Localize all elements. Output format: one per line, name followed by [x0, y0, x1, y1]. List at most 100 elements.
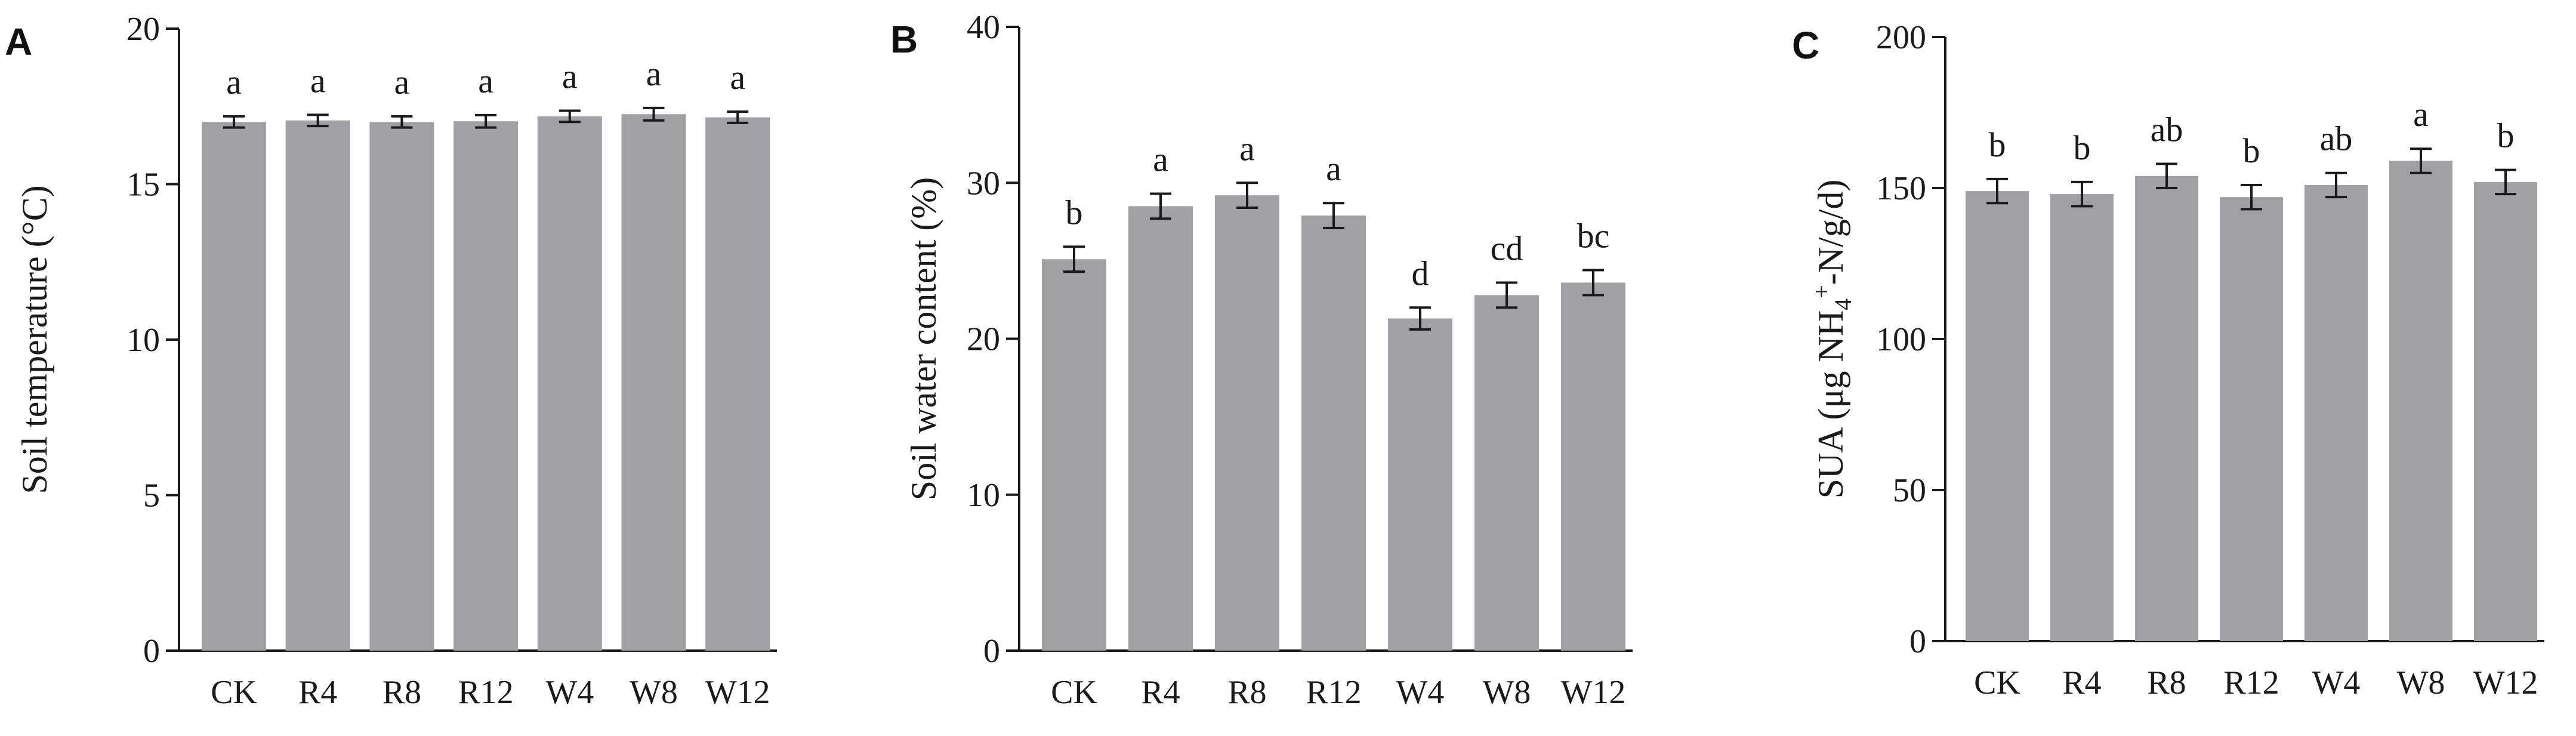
- bar-w8: [1474, 295, 1539, 651]
- error-bar-ck: [1986, 177, 2008, 205]
- y-tick-label: 0: [143, 633, 160, 670]
- bar-ck: [1966, 191, 2029, 641]
- y-axis-title: Soil temperature (°C): [15, 185, 54, 494]
- x-tick-label-r8: R8: [382, 674, 421, 711]
- error-bar-r8: [391, 115, 413, 129]
- y-tick-label: 150: [1876, 170, 1926, 207]
- y-tick-label: 10: [967, 477, 1000, 514]
- significance-label-w4: a: [562, 57, 578, 96]
- y-tick-label: 40: [967, 9, 1000, 46]
- y-tick-label: 20: [127, 11, 160, 48]
- x-tick-label-r12: R12: [1306, 674, 1361, 711]
- error-bar-r4: [2071, 180, 2093, 208]
- x-tick-label-r8: R8: [1227, 674, 1266, 711]
- panel-letter: A: [5, 20, 32, 63]
- bar-r12: [2220, 197, 2283, 641]
- significance-label-r8: ab: [2151, 110, 2183, 149]
- x-tick-label-w12: W12: [705, 674, 770, 711]
- y-tick-label: 0: [1909, 623, 1926, 660]
- x-tick-label-r4: R4: [1141, 674, 1180, 711]
- significance-label-w8: a: [646, 54, 662, 93]
- bar-r4: [285, 120, 350, 651]
- x-tick-label-r4: R4: [2062, 664, 2101, 701]
- x-tick-label-w4: W4: [2312, 664, 2361, 701]
- significance-label-ck: b: [1066, 193, 1083, 232]
- x-tick-label-ck: CK: [1974, 664, 2020, 701]
- error-bar-r12: [2241, 183, 2262, 211]
- y-tick-label: 100: [1876, 321, 1926, 358]
- bar-r4: [2050, 194, 2114, 641]
- error-bar-w4: [2325, 171, 2347, 199]
- significance-label-r8: a: [394, 63, 410, 101]
- error-bar-w4: [1409, 306, 1431, 331]
- chart-panel-a: A 0 5 10 15 20 Soil temperature (°C) a CK a R4 a R8 a…: [5, 11, 778, 711]
- significance-label-w12: b: [2497, 116, 2515, 155]
- chart-panel-b: B 0 10 20 30 40 Soil water content (%) b CK a R4 a R…: [890, 9, 1633, 711]
- y-tick-label: 5: [143, 478, 160, 515]
- x-tick-label-w8: W8: [2397, 664, 2445, 701]
- x-tick-label-ck: CK: [211, 674, 257, 711]
- error-bar-w12: [2495, 168, 2516, 196]
- error-bar-r12: [475, 113, 497, 129]
- significance-label-w8: a: [2413, 95, 2429, 134]
- error-bar-r4: [1150, 192, 1171, 220]
- x-tick-label-w4: W4: [1396, 674, 1445, 711]
- significance-label-r12: a: [1326, 149, 1341, 188]
- bar-r8: [2135, 175, 2198, 641]
- significance-label-r4: a: [1153, 140, 1168, 179]
- bar-r12: [1301, 215, 1366, 651]
- error-bar-r4: [307, 113, 329, 128]
- bar-ck: [202, 122, 266, 651]
- bar-ck: [1042, 259, 1106, 651]
- bar-r8: [1215, 195, 1279, 651]
- x-tick-label-r12: R12: [458, 674, 513, 711]
- bar-r8: [369, 122, 434, 651]
- significance-label-ck: a: [226, 63, 242, 101]
- y-tick-label: 30: [967, 165, 1000, 202]
- significance-label-r4: a: [310, 61, 326, 100]
- error-bar-w4: [559, 109, 581, 124]
- y-tick-label: 15: [127, 167, 160, 204]
- bar-w12: [1561, 282, 1625, 651]
- significance-label-r12: a: [478, 61, 493, 100]
- error-bar-w8: [1496, 281, 1517, 309]
- x-tick-label-r12: R12: [2223, 664, 2279, 701]
- error-bar-ck: [1063, 245, 1085, 273]
- x-tick-label-w8: W8: [1483, 674, 1531, 711]
- significance-label-w12: a: [730, 58, 745, 97]
- significance-label-r8: a: [1239, 129, 1255, 168]
- x-tick-label-w12: W12: [1561, 674, 1626, 711]
- x-tick-label-w12: W12: [2473, 664, 2538, 701]
- x-tick-label-w8: W8: [630, 674, 678, 711]
- bar-w4: [2304, 184, 2368, 641]
- y-tick-label: 20: [967, 321, 1000, 358]
- bar-w12: [705, 117, 770, 651]
- bar-w4: [1388, 318, 1452, 651]
- error-bar-w8: [643, 106, 665, 122]
- error-bar-ck: [223, 115, 245, 129]
- panel-letter: B: [890, 18, 918, 61]
- error-bar-r8: [2156, 162, 2177, 189]
- error-bar-w12: [727, 110, 749, 124]
- y-tick-label: 200: [1876, 19, 1926, 56]
- bar-w8: [2389, 161, 2452, 642]
- bar-w8: [621, 114, 686, 651]
- significance-label-r4: b: [2074, 128, 2091, 167]
- y-tick-label: 50: [1893, 472, 1926, 509]
- y-axis-title: SUA (μg NH4+-N/g/d): [1808, 180, 1856, 499]
- y-tick-label: 10: [127, 322, 160, 359]
- significance-label-w12: bc: [1577, 217, 1610, 255]
- error-bar-w8: [2410, 147, 2432, 174]
- panel-letter: C: [1792, 24, 1819, 67]
- significance-label-ck: b: [1989, 125, 2006, 164]
- error-bar-w12: [1582, 269, 1604, 297]
- error-bar-r8: [1236, 181, 1258, 210]
- bar-r12: [454, 121, 519, 651]
- significance-label-w4: d: [1412, 254, 1429, 292]
- x-tick-label-r4: R4: [298, 674, 337, 711]
- x-tick-label-r8: R8: [2147, 664, 2186, 701]
- x-tick-label-w4: W4: [545, 674, 594, 711]
- significance-label-r12: b: [2243, 131, 2260, 170]
